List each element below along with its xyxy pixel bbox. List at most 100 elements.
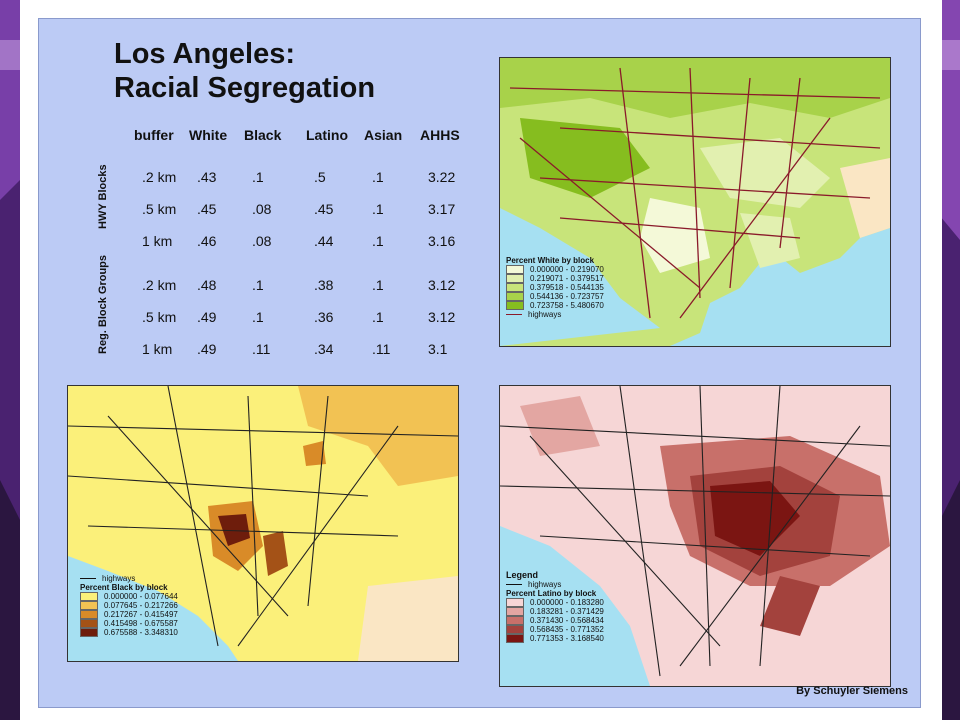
legend-swatch	[506, 265, 524, 274]
table-cell: 1 km	[142, 341, 173, 357]
table-cell: 3.16	[428, 233, 456, 249]
table-cell: .5 km	[142, 309, 177, 325]
legend-class-item: 0.371430 - 0.568434	[506, 616, 604, 625]
title-line-2: Racial Segregation	[114, 72, 376, 104]
table-cell: .48	[197, 277, 217, 293]
legend-latino-title: Percent Latino by block	[506, 589, 597, 598]
table-cell: .49	[197, 341, 217, 357]
table-cell: 3.1	[428, 341, 448, 357]
legend-class-item: 0.077645 - 0.217266	[80, 601, 178, 610]
legend-class-item: 0.183281 - 0.371429	[506, 607, 604, 616]
legend-swatch	[506, 607, 524, 616]
legend-swatch	[80, 601, 98, 610]
legend-class-item: 0.544136 - 0.723757	[506, 292, 604, 301]
author-byline: By Schuyler Siemens	[796, 685, 908, 697]
table-cell: .43	[197, 169, 217, 185]
table-cell: .1	[372, 277, 384, 293]
table-cell: .38	[314, 277, 334, 293]
legend-white-highways: highways	[506, 310, 604, 319]
legend-class-label: 0.077645 - 0.217266	[104, 601, 178, 610]
legend-black-highways: highways	[80, 574, 178, 583]
map-white-canvas	[500, 58, 890, 346]
table-cell: 3.12	[428, 309, 456, 325]
legend-class-item: 0.675588 - 3.348310	[80, 628, 178, 637]
table-cell: .49	[197, 309, 217, 325]
legend-swatch	[506, 292, 524, 301]
table-cell: .36	[314, 309, 334, 325]
legend-swatch	[506, 598, 524, 607]
table-cell: .08	[252, 201, 272, 217]
table-cell: .2 km	[142, 277, 177, 293]
table-cell: .1	[252, 309, 264, 325]
legend-class-label: 0.183281 - 0.371429	[530, 607, 604, 616]
legend-swatch	[506, 625, 524, 634]
legend-swatch	[506, 274, 524, 283]
legend-class-item: 0.723758 - 5.480670	[506, 301, 604, 310]
legend-class-label: 0.771353 - 3.168540	[530, 634, 604, 643]
header-asian: Asian	[364, 127, 403, 143]
legend-latino-highways: highways	[506, 580, 604, 589]
legend-latino-label: Legend	[506, 570, 539, 580]
legend-class-item: 0.219071 - 0.379517	[506, 274, 604, 283]
legend-white: Percent White by block 0.000000 - 0.2190…	[506, 256, 604, 319]
legend-class-label: 0.217267 - 0.415497	[104, 610, 178, 619]
group-label-hwy-blocks: HWY Blocks	[97, 164, 109, 229]
legend-class-item: 0.379518 - 0.544135	[506, 283, 604, 292]
table-cell: .1	[252, 169, 264, 185]
table-cell: 3.12	[428, 277, 456, 293]
header-buffer: buffer	[134, 127, 174, 143]
table-cell: .11	[372, 341, 391, 357]
table-cell: .5 km	[142, 201, 177, 217]
header-white: White	[189, 127, 228, 143]
legend-class-label: 0.371430 - 0.568434	[530, 616, 604, 625]
legend-black-title: Percent Black by block	[80, 583, 168, 592]
legend-class-label: 0.568435 - 0.771352	[530, 625, 604, 634]
map-latino-canvas	[500, 386, 890, 686]
table-cell: .2 km	[142, 169, 177, 185]
map-percent-latino: Legend highways Percent Latino by block …	[499, 385, 891, 687]
legend-class-label: 0.544136 - 0.723757	[530, 292, 604, 301]
table-cell: .34	[314, 341, 334, 357]
title-line-1: Los Angeles:	[114, 38, 296, 70]
legend-class-item: 0.000000 - 0.183280	[506, 598, 604, 607]
legend-swatch	[80, 592, 98, 601]
legend-swatch	[506, 283, 524, 292]
legend-class-item: 0.568435 - 0.771352	[506, 625, 604, 634]
group-label-block-groups: Reg. Block Groups	[97, 254, 109, 354]
table-cell: .1	[372, 169, 384, 185]
legend-class-label: 0.000000 - 0.077644	[104, 592, 178, 601]
header-black: Black	[244, 127, 282, 143]
table-cell: .46	[197, 233, 217, 249]
table-cell: .1	[252, 277, 264, 293]
legend-swatch	[506, 616, 524, 625]
header-latino: Latino	[306, 127, 348, 143]
map-percent-white: Percent White by block 0.000000 - 0.2190…	[499, 57, 891, 347]
legend-class-item: 0.771353 - 3.168540	[506, 634, 604, 643]
table-cell: 1 km	[142, 233, 173, 249]
legend-class-label: 0.379518 - 0.544135	[530, 283, 604, 292]
table-cell: .44	[314, 233, 334, 249]
legend-swatch	[80, 628, 98, 637]
table-cell: 3.22	[428, 169, 456, 185]
table-cell: .1	[372, 201, 384, 217]
legend-swatch	[506, 301, 524, 310]
legend-swatch	[506, 634, 524, 643]
legend-class-label: 0.675588 - 3.348310	[104, 628, 178, 637]
legend-class-item: 0.000000 - 0.219070	[506, 265, 604, 274]
table-cell: .08	[252, 233, 272, 249]
table-cell: .45	[197, 201, 217, 217]
legend-class-label: 0.000000 - 0.219070	[530, 265, 604, 274]
table-cell: .11	[252, 341, 271, 357]
legend-class-item: 0.217267 - 0.415497	[80, 610, 178, 619]
legend-swatch	[80, 619, 98, 628]
poster-title: Los Angeles: Racial Segregation	[114, 37, 375, 105]
map-poster: Los Angeles: Racial Segregation buffer W…	[38, 18, 921, 708]
legend-swatch	[80, 610, 98, 619]
legend-class-item: 0.000000 - 0.077644	[80, 592, 178, 601]
legend-class-label: 0.723758 - 5.480670	[530, 301, 604, 310]
table-cell: .1	[372, 309, 384, 325]
map-black-canvas	[68, 386, 458, 661]
table-cell: .1	[372, 233, 384, 249]
table-cell: .45	[314, 201, 334, 217]
legend-latino: Legend highways Percent Latino by block …	[506, 570, 604, 643]
